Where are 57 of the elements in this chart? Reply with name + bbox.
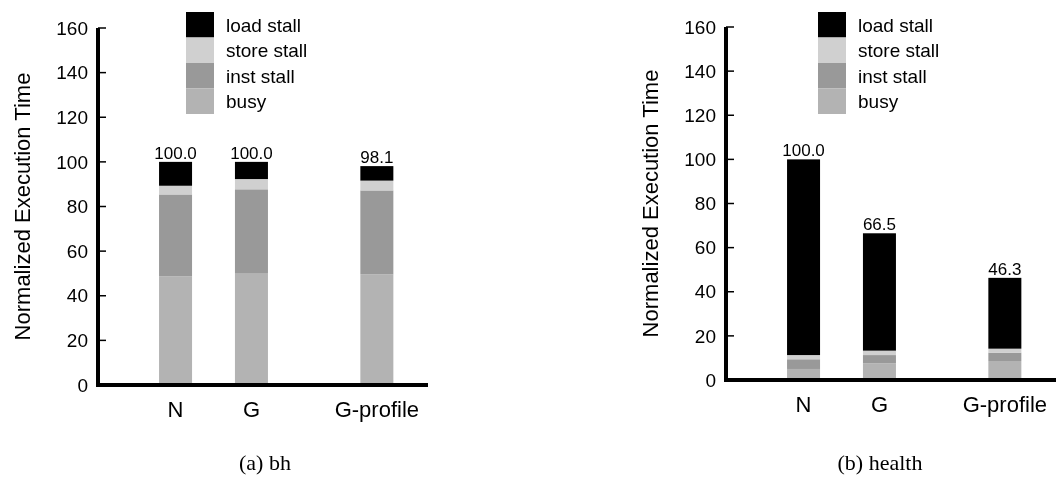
legend-label: busy bbox=[858, 91, 899, 113]
y-axis-title: Normalized Execution Time bbox=[638, 69, 663, 338]
x-tick-label: N bbox=[167, 397, 184, 422]
y-tick-label: 120 bbox=[684, 104, 716, 126]
y-tick-label: 80 bbox=[66, 196, 88, 218]
y-tick-label: 40 bbox=[66, 285, 88, 307]
y-tick-label: 120 bbox=[56, 106, 88, 128]
legend-label: store stall bbox=[226, 40, 308, 62]
y-tick-label: 20 bbox=[66, 330, 88, 352]
x-tick-label: G-profile bbox=[334, 397, 420, 422]
total-label: 100.0 bbox=[154, 143, 197, 163]
y-tick-label: 80 bbox=[694, 193, 716, 215]
y-tick-label: 160 bbox=[684, 16, 716, 38]
text: (b) health bbox=[837, 450, 923, 475]
bar bbox=[988, 277, 1022, 349]
bar bbox=[360, 190, 394, 275]
bar bbox=[988, 348, 1022, 353]
y-tick-label: 100 bbox=[56, 151, 88, 173]
legend-label: load stall bbox=[858, 14, 933, 36]
y-tick-label: 140 bbox=[56, 62, 88, 84]
bar bbox=[360, 180, 394, 191]
y-tick-label: 60 bbox=[66, 240, 88, 262]
y-tick-label: 60 bbox=[694, 237, 716, 259]
bar bbox=[159, 161, 193, 186]
y-axis-title: Normalized Execution Time bbox=[10, 72, 35, 341]
bar bbox=[159, 185, 193, 195]
y-tick-label: 160 bbox=[56, 17, 88, 39]
total-label: 66.5 bbox=[862, 215, 896, 235]
bar bbox=[787, 159, 821, 356]
bar bbox=[787, 359, 821, 369]
legend-label: busy bbox=[226, 91, 267, 113]
total-label: 100.0 bbox=[230, 143, 273, 163]
y-tick-label: 0 bbox=[705, 369, 716, 391]
y-tick-label: 40 bbox=[694, 281, 716, 303]
y-tick-label: 0 bbox=[77, 374, 88, 396]
x-tick-label: G bbox=[870, 392, 889, 417]
bar bbox=[159, 194, 193, 277]
y-tick-label: 140 bbox=[684, 60, 716, 82]
text: (a) bh bbox=[239, 450, 291, 475]
legend-label: inst stall bbox=[858, 65, 927, 87]
y-tick-label: 20 bbox=[694, 325, 716, 347]
x-tick-label: G-profile bbox=[962, 392, 1048, 417]
bar bbox=[360, 166, 394, 181]
x-tick-label: G bbox=[242, 397, 261, 422]
bar bbox=[159, 276, 193, 385]
bar bbox=[988, 361, 1022, 380]
legend-label: inst stall bbox=[226, 65, 295, 87]
bar bbox=[988, 352, 1022, 362]
total-label: 46.3 bbox=[988, 259, 1022, 279]
y-tick-label: 100 bbox=[684, 149, 716, 171]
x-tick-label: N bbox=[795, 392, 812, 417]
total-label: 98.1 bbox=[360, 148, 394, 168]
total-label: 100.0 bbox=[782, 141, 825, 161]
bar bbox=[360, 274, 394, 385]
bar bbox=[787, 355, 821, 360]
legend-label: load stall bbox=[226, 14, 301, 36]
legend-label: store stall bbox=[858, 40, 940, 62]
